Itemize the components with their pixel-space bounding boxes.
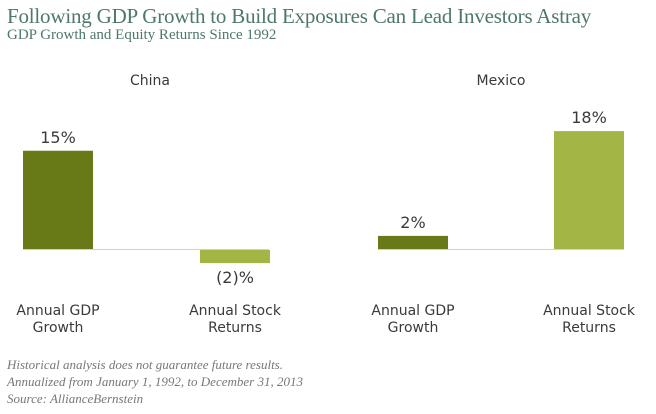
china-gdp-category-label: Annual GDP: [16, 303, 99, 319]
china-stock-category-label: Annual Stock: [189, 303, 282, 319]
china-panel-title: China: [130, 73, 170, 89]
chart-subtitle: GDP Growth and Equity Returns Since 1992: [7, 27, 277, 43]
mexico-gdp-category-label: Growth: [388, 320, 439, 336]
china-gdp-value-label: 15%: [40, 128, 76, 147]
mexico-stock-category-label: Annual Stock: [543, 303, 636, 319]
chart-title: Following GDP Growth to Build Exposures …: [7, 4, 592, 28]
footnote-disclaimer: Historical analysis does not guarantee f…: [7, 357, 283, 372]
mexico-gdp-bar: [378, 235, 448, 249]
mexico-panel-title: Mexico: [477, 73, 526, 89]
mexico-stock-bar: [554, 131, 624, 249]
footnote-source: Source: AllianceBernstein: [7, 391, 144, 406]
mexico-stock-value-label: 18%: [571, 108, 607, 127]
mexico-stock-category-label: Returns: [562, 320, 616, 336]
china-stock-bar: [200, 250, 270, 264]
mexico-gdp-value-label: 2%: [400, 213, 425, 232]
china-stock-value-label: (2)%: [216, 268, 254, 287]
china-gdp-category-label: Growth: [33, 320, 84, 336]
china-stock-category-label: Returns: [208, 320, 262, 336]
footnote-period: Annualized from January 1, 1992, to Dece…: [7, 374, 303, 389]
china-gdp-bar: [23, 150, 93, 249]
mexico-gdp-category-label: Annual GDP: [371, 303, 454, 319]
